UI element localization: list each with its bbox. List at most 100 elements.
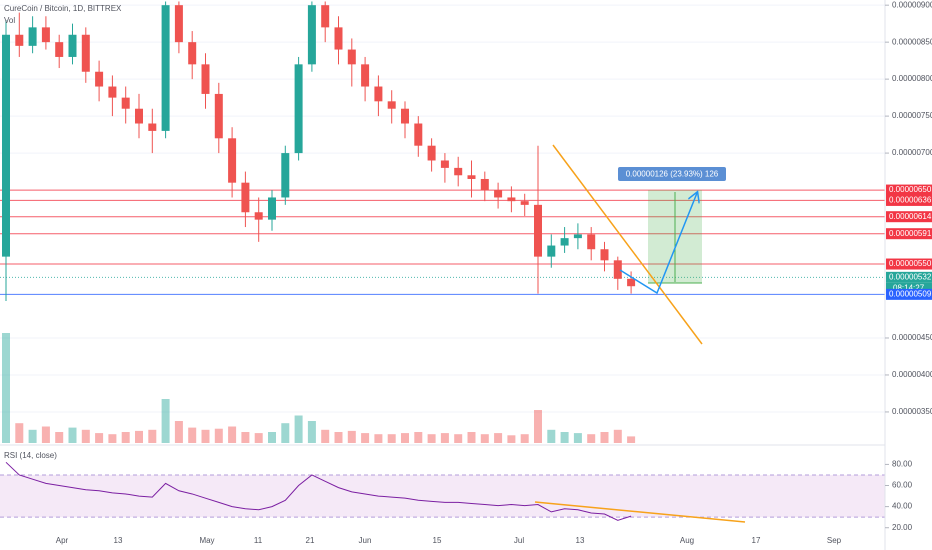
price-label: 0.00000591 [889,229,932,238]
price-label: 0.00000636 [889,196,932,205]
main-pane [0,1,885,443]
x-tick-label: 15 [433,536,442,545]
rsi-title: RSI (14, close) [4,451,57,460]
y-tick-label: 0.00000400 [892,370,932,379]
volume-bar [41,426,50,443]
volume-bar [520,434,529,443]
rsi-line [5,461,632,521]
candle-body [188,42,197,65]
candle-body [28,27,37,46]
volume-bar [387,434,396,443]
volume-bar [613,429,622,443]
candle-body [587,234,596,250]
projection-arrow [619,193,697,295]
volume-bar [414,432,423,443]
candle-body [95,71,104,87]
y-tick-label: 0.00000350 [892,407,932,416]
price-label: 0.00000614 [889,212,932,221]
volume-bar [174,421,183,443]
volume-bar [347,430,356,443]
candle-body [15,34,24,46]
rsi-trend-line [534,501,746,523]
candle-body [268,197,276,220]
volume-bar [401,433,409,443]
price-label-box [886,271,932,283]
volume-bar [440,433,449,443]
price-label: 0.00000650 [889,185,932,194]
candle-body [520,201,529,205]
candle-body [241,182,250,213]
candle-body [108,86,117,98]
rsi-tick-label: 80.00 [892,460,913,469]
volume-bar [560,432,569,443]
volume-bar [121,432,130,443]
candle-body [68,34,77,57]
x-tick-label: 17 [752,536,761,545]
candle-body [281,153,290,198]
x-tick-label: Apr [56,536,69,545]
volume-bar [81,429,90,443]
trend-line [552,144,703,345]
candle-body [254,212,263,220]
candle-body [560,238,569,246]
candle-body [480,178,489,191]
candle-body [81,34,90,72]
volume-bar [228,426,237,443]
price-label-box [886,211,932,223]
rsi-tick-label: 40.00 [892,502,913,511]
volume-bar [573,433,582,443]
price-label-box [886,288,932,300]
volume-bar [480,434,489,443]
volume-bar [374,434,383,443]
candle-body [547,245,556,257]
chart-title: CureCoin / Bitcoin, 1D, BITTREX [4,4,122,13]
candle-body [201,64,210,94]
volume-bar [95,433,104,443]
candle-body [321,5,330,28]
x-tick-label: Aug [680,536,694,545]
price-label: 0.00000509 [889,289,932,298]
candle-body [600,249,609,261]
candle-body [374,86,383,102]
y-tick-label: 0.00000850 [892,37,932,46]
candle-body [347,49,356,65]
x-tick-label: Jul [514,536,524,545]
candle-body [401,108,409,124]
x-tick-label: 11 [254,536,263,545]
candle-body [228,138,237,183]
candle-body [307,5,316,65]
price-label-box [886,184,932,196]
measure-label: 0.00000126 (23.93%) 126 [626,170,719,179]
x-tick-label: 13 [576,536,585,545]
countdown: 08:14:27 [893,283,925,292]
candle-body [427,145,436,161]
measure-label-box [618,167,726,181]
volume-label: Vol [4,16,15,25]
volume-bar [108,434,117,443]
volume-bar [188,427,197,443]
candle-body [148,123,157,131]
candle-body [387,101,396,109]
candle-body [2,34,10,257]
price-label-box [886,194,932,206]
candle-body [613,260,622,279]
x-tick-label: 13 [114,536,123,545]
volume-bar [307,421,316,443]
volume-bar [494,433,503,443]
y-tick-label: 0.00000750 [892,111,932,120]
candle-body [294,64,303,154]
x-tick-label: 21 [306,536,315,545]
candle-body [55,42,64,57]
candle-body [135,108,143,124]
candle-body [507,197,516,202]
volume-bar [294,415,303,443]
volume-bar [627,436,636,443]
volume-bar [28,429,37,443]
volume-bar [281,423,290,443]
price-label-box [886,228,932,240]
candle-body [454,167,463,176]
y-tick-label: 0.00000800 [892,74,932,83]
volume-bar [241,432,250,443]
candle-body [214,93,223,139]
